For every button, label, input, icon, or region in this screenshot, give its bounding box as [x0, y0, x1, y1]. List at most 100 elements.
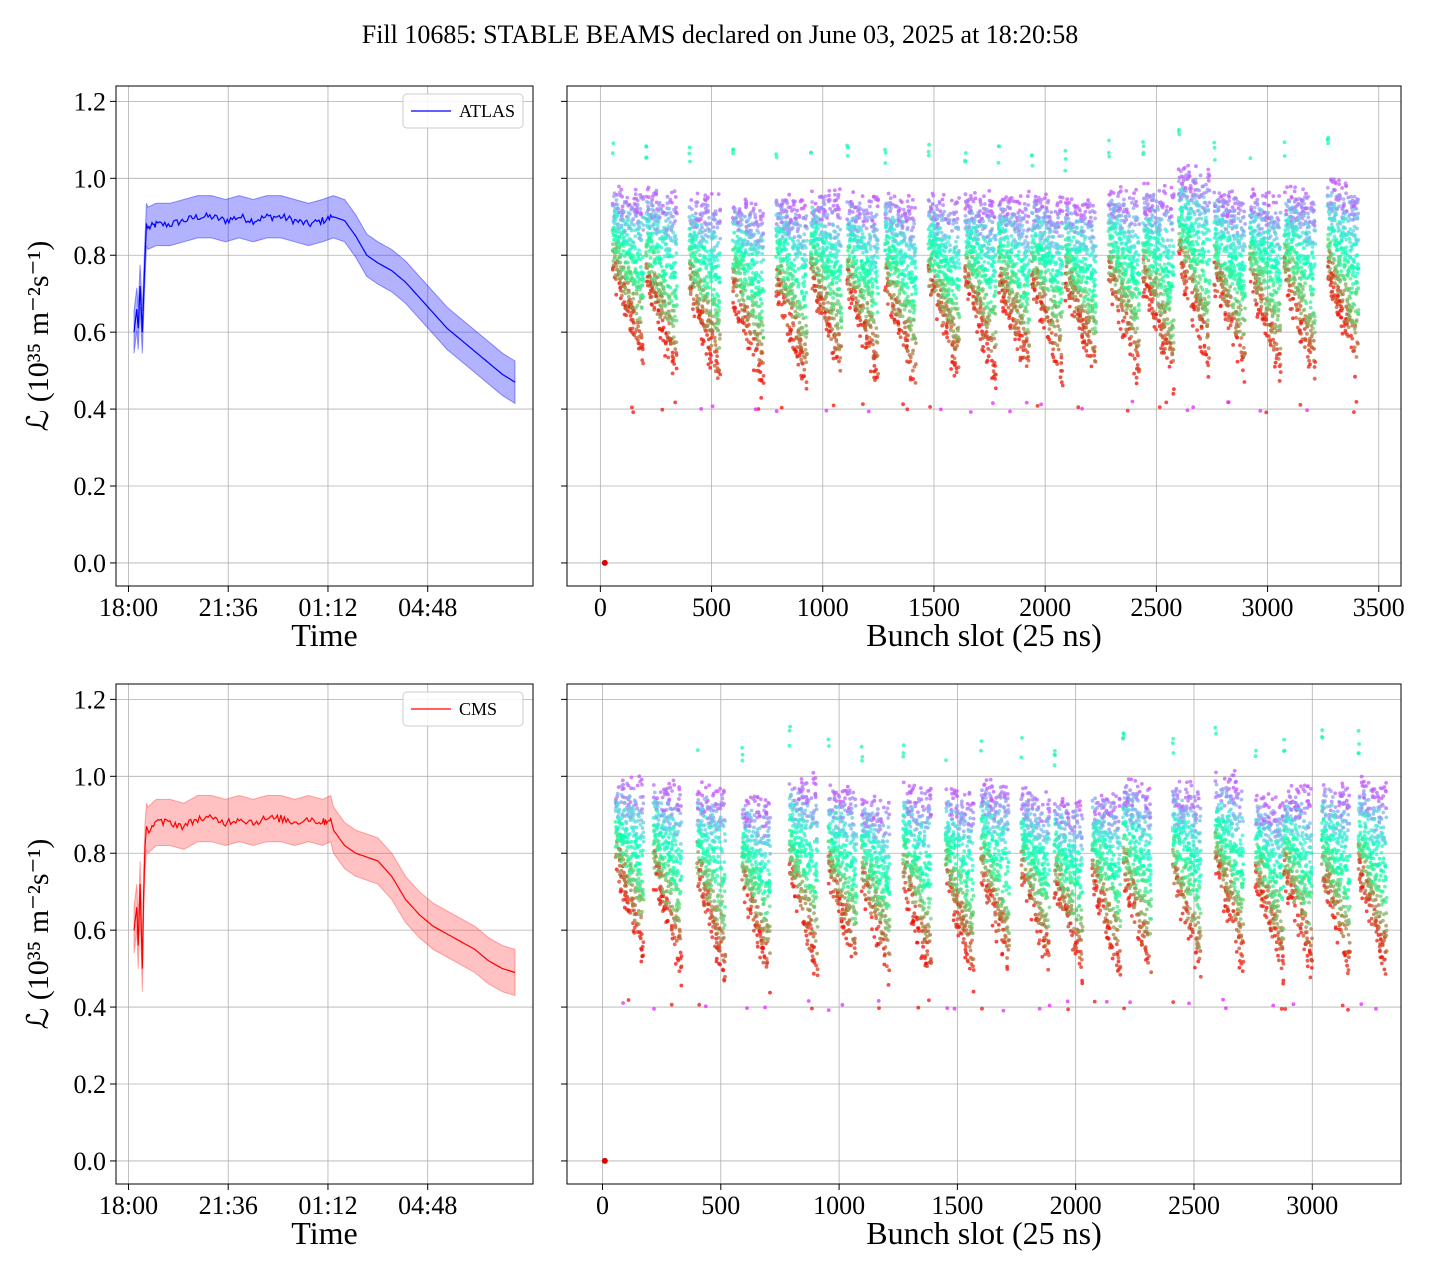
data-point [698, 267, 703, 272]
data-point [665, 263, 669, 267]
data-point [864, 249, 869, 254]
data-point [968, 205, 973, 210]
data-point [798, 223, 803, 228]
data-point [1024, 254, 1029, 259]
data-point [654, 291, 659, 296]
data-point [908, 328, 913, 332]
data-point [694, 250, 699, 255]
data-point [1034, 300, 1039, 305]
data-point [659, 245, 664, 250]
data-point [1042, 230, 1047, 235]
data-point [906, 204, 911, 209]
data-point [796, 362, 801, 367]
data-point [637, 299, 642, 304]
data-point [793, 269, 797, 274]
data-point [865, 218, 870, 223]
data-point [870, 304, 874, 308]
data-point [671, 230, 676, 235]
data-point [981, 301, 985, 306]
data-point [644, 144, 649, 149]
data-point [867, 344, 871, 348]
data-point [624, 200, 629, 204]
data-point [641, 228, 646, 232]
data-point [865, 306, 870, 311]
data-point [827, 264, 832, 269]
data-point [875, 273, 879, 278]
data-point [753, 215, 758, 220]
data-point [674, 205, 678, 210]
data-point [992, 336, 997, 341]
data-point [951, 322, 956, 327]
data-point [626, 260, 630, 265]
data-point [929, 256, 933, 261]
data-point [627, 310, 631, 314]
data-point [816, 227, 820, 231]
data-point [674, 251, 679, 256]
data-point [987, 318, 992, 323]
data-point [1008, 199, 1012, 204]
data-point [623, 229, 627, 234]
data-point [1021, 216, 1026, 221]
data-point [650, 194, 655, 199]
data-point [691, 307, 695, 311]
data-point [625, 232, 629, 237]
data-point [905, 348, 910, 353]
data-point [654, 294, 659, 299]
data-point [804, 360, 808, 365]
data-point [984, 292, 989, 297]
data-point [909, 323, 914, 328]
data-point [668, 197, 673, 202]
data-point [610, 151, 615, 156]
data-point [976, 260, 981, 265]
data-point [946, 240, 950, 244]
data-point [743, 288, 748, 293]
data-point [1030, 163, 1035, 168]
data-point [624, 313, 629, 318]
data-point [665, 347, 670, 352]
data-point [990, 279, 995, 283]
data-point [1006, 284, 1011, 289]
data-point [839, 344, 844, 348]
data-point [983, 224, 988, 229]
data-point [817, 268, 822, 273]
data-point [889, 272, 893, 277]
data-point [860, 232, 865, 236]
data-point [884, 211, 889, 216]
data-point [993, 377, 997, 381]
data-point [963, 159, 968, 164]
data-point [734, 293, 739, 298]
data-point [804, 335, 808, 339]
data-point [896, 321, 901, 326]
data-point [853, 280, 858, 284]
data-point [761, 361, 765, 365]
x-tick-label: 3000 [1242, 593, 1294, 622]
data-point [1030, 245, 1035, 250]
data-point [954, 239, 958, 244]
data-point [956, 365, 961, 370]
data-point [1034, 202, 1039, 207]
data-point [638, 252, 643, 257]
data-point [832, 188, 837, 193]
data-point [975, 229, 979, 234]
data-point [785, 201, 790, 206]
data-point [1025, 194, 1030, 199]
data-point [981, 219, 985, 224]
data-point [1025, 302, 1030, 307]
data-point [748, 332, 753, 336]
y-axis-label: ℒ (10³⁵ m⁻²s⁻¹) [22, 241, 55, 432]
data-point [854, 258, 859, 263]
data-point [695, 191, 700, 196]
data-point [947, 234, 951, 239]
data-point [913, 259, 918, 264]
data-point [829, 259, 834, 264]
data-point [636, 324, 641, 329]
data-point [717, 309, 721, 313]
data-point [635, 205, 640, 210]
data-point [914, 362, 918, 366]
data-point [949, 367, 953, 371]
data-point [887, 235, 892, 240]
data-point [654, 200, 659, 205]
data-point [718, 207, 723, 212]
atlas-time-plot-area [133, 195, 516, 405]
data-point [1017, 337, 1021, 342]
